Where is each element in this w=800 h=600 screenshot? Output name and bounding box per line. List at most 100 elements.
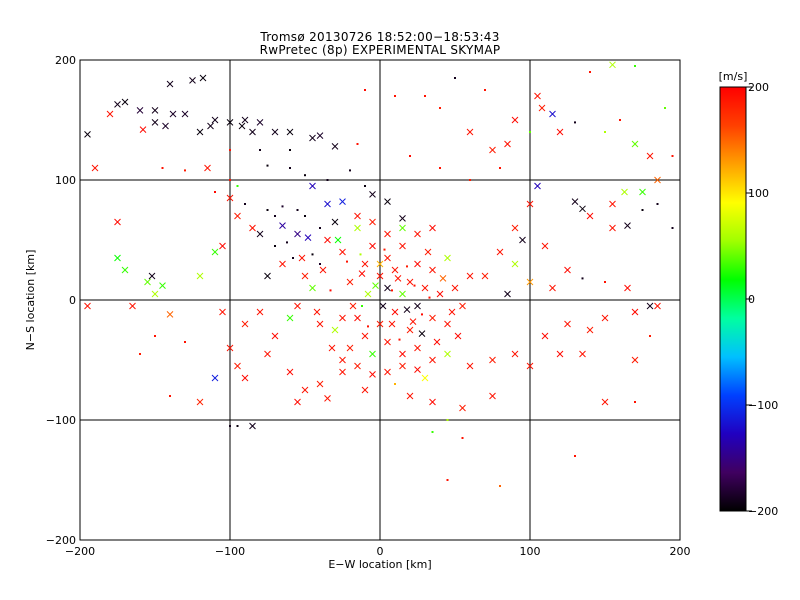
data-point-dot — [184, 341, 186, 343]
data-point-cross — [114, 254, 121, 262]
data-point-dot — [619, 119, 621, 121]
data-point-cross — [429, 224, 436, 232]
data-point-dot — [574, 455, 576, 457]
data-point-cross — [504, 140, 511, 148]
data-point-cross — [339, 248, 346, 256]
data-point-cross — [429, 356, 436, 364]
data-point-dot — [286, 241, 288, 244]
data-point-cross — [526, 278, 534, 286]
colorbar-label: [m/s] — [719, 70, 748, 83]
data-point-cross — [301, 272, 309, 280]
data-point-dot — [361, 305, 363, 307]
data-point-cross — [196, 398, 204, 406]
data-point-cross — [384, 254, 391, 262]
y-axis-label: N−S location [km] — [24, 250, 37, 351]
data-point-cross — [339, 314, 346, 322]
data-point-cross — [556, 350, 564, 358]
data-point-dot — [304, 174, 306, 177]
data-point-cross — [256, 119, 264, 126]
data-point-dot — [259, 149, 261, 151]
data-point-cross — [376, 260, 384, 268]
data-point-cross — [384, 368, 391, 376]
data-point-cross — [631, 308, 639, 316]
data-point-cross — [571, 198, 579, 205]
data-point-dot — [326, 179, 329, 181]
data-point-cross — [466, 272, 474, 280]
x-tick-label: 0 — [377, 545, 384, 558]
data-point-cross — [556, 128, 564, 136]
data-point-cross — [204, 164, 211, 172]
data-point-cross — [91, 164, 99, 172]
data-point-cross — [376, 320, 384, 328]
data-point-cross — [439, 275, 447, 282]
data-point-cross — [114, 218, 121, 226]
data-point-cross — [384, 198, 391, 205]
data-point-dot — [439, 107, 441, 109]
data-point-dot — [604, 131, 606, 133]
data-point-cross — [414, 366, 421, 373]
data-point-cross — [403, 306, 411, 313]
data-point-cross — [433, 338, 441, 346]
data-point-cross — [384, 284, 391, 292]
data-point-dot — [169, 395, 171, 397]
data-point-cross — [162, 122, 169, 130]
data-point-cross — [624, 222, 631, 229]
data-point-cross — [399, 290, 406, 298]
data-point-cross — [196, 128, 204, 136]
data-point-cross — [369, 350, 376, 358]
data-point-cross — [369, 371, 376, 378]
data-point-cross — [84, 302, 91, 310]
data-point-cross — [526, 362, 534, 370]
data-point-cross — [219, 308, 226, 316]
data-point-cross — [454, 332, 462, 340]
data-point-cross — [148, 272, 156, 280]
data-point-cross — [286, 368, 294, 376]
data-point-cross — [334, 236, 342, 244]
data-point-cross — [448, 308, 456, 316]
data-point-cross — [624, 284, 631, 292]
data-point-dot — [581, 277, 584, 280]
data-point-cross — [226, 194, 234, 202]
data-point-dot — [139, 353, 141, 355]
data-point-cross — [331, 218, 339, 226]
data-point-dot — [461, 437, 464, 439]
data-point-cross — [511, 224, 519, 232]
data-point-cross — [631, 356, 639, 364]
data-point-cross — [207, 122, 214, 130]
data-point-dot — [289, 167, 291, 169]
data-point-cross — [414, 260, 421, 268]
data-point-dot — [311, 253, 314, 256]
data-point-cross — [354, 314, 361, 322]
data-point-dot — [274, 215, 276, 217]
data-point-cross — [579, 350, 586, 358]
data-point-cross — [346, 278, 354, 286]
data-point-cross — [646, 152, 654, 160]
data-point-cross — [466, 128, 474, 136]
data-point-cross — [364, 290, 372, 298]
x-tick-label: 200 — [670, 545, 691, 558]
data-point-cross — [189, 77, 196, 84]
data-point-dot — [364, 185, 366, 187]
data-point-dot — [499, 485, 501, 487]
data-point-cross — [654, 176, 661, 184]
data-point-cross — [331, 326, 339, 334]
data-point-cross — [316, 380, 324, 388]
data-point-dot — [349, 169, 351, 172]
data-point-dot — [398, 338, 401, 341]
data-point-cross — [271, 128, 279, 136]
data-point-cross — [504, 290, 511, 298]
data-point-cross — [211, 116, 219, 124]
data-point-cross — [631, 140, 639, 148]
data-point-cross — [304, 234, 312, 241]
data-point-cross — [609, 224, 616, 232]
data-point-cross — [354, 212, 361, 220]
data-point-dot — [641, 209, 644, 211]
data-point-cross — [346, 344, 354, 352]
data-point-cross — [211, 248, 219, 256]
data-point-cross — [384, 338, 391, 346]
data-point-cross — [301, 386, 309, 394]
data-point-cross — [234, 212, 241, 220]
data-point-cross — [399, 224, 406, 232]
data-point-dot — [529, 131, 531, 133]
data-point-dot — [319, 227, 321, 229]
